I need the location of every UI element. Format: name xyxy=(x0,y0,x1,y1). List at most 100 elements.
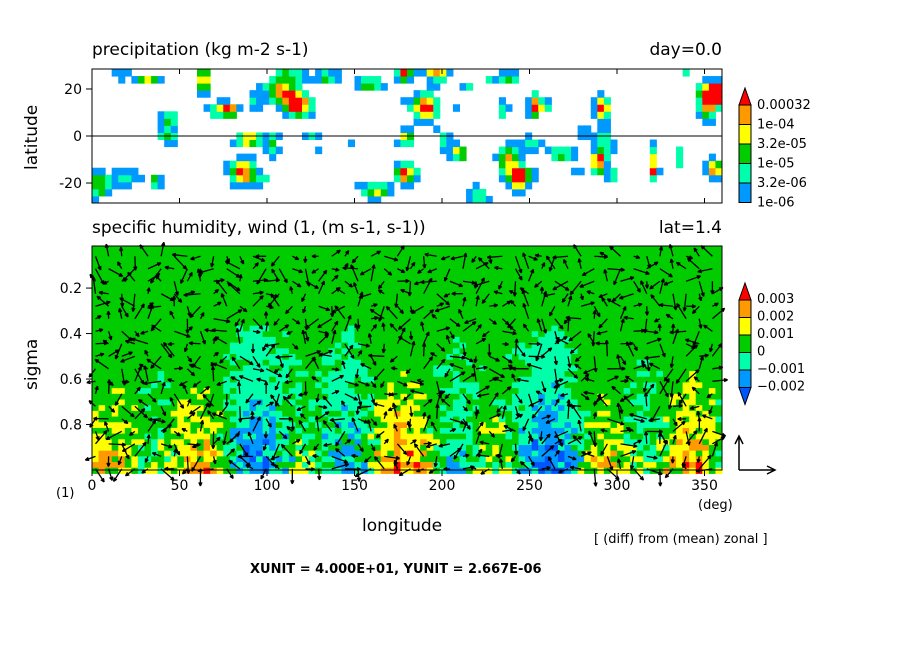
humidity-cell xyxy=(367,462,375,469)
humidity-cell xyxy=(518,354,526,361)
humidity-cell xyxy=(216,268,224,275)
humidity-cell xyxy=(636,314,644,321)
humidity-cell xyxy=(302,462,310,469)
humidity-cell xyxy=(308,280,316,287)
humidity-cell xyxy=(216,274,224,281)
humidity-cell xyxy=(380,285,388,292)
humidity-cell xyxy=(197,410,205,418)
humidity-cell xyxy=(308,297,316,304)
humidity-cell xyxy=(426,444,434,452)
precip-cell xyxy=(400,76,408,84)
wind-arrow xyxy=(527,434,533,444)
humidity-cell xyxy=(367,456,375,463)
wind-arrow xyxy=(331,274,339,282)
humidity-cell xyxy=(210,422,218,429)
humidity-cell xyxy=(498,280,506,287)
precip-cell xyxy=(597,146,605,155)
wind-arrow xyxy=(199,312,205,320)
precip-cell xyxy=(413,104,421,112)
humidity-cell xyxy=(157,274,165,281)
wind-arrow xyxy=(420,279,437,285)
humidity-cell xyxy=(708,462,716,469)
wind-arrow xyxy=(264,321,270,332)
humidity-cell xyxy=(269,302,277,310)
humidity-cell xyxy=(216,325,224,332)
humidity-cell xyxy=(603,314,611,321)
humidity-cell xyxy=(328,319,336,327)
humidity-cell xyxy=(656,456,664,463)
humidity-cell xyxy=(682,308,690,315)
humidity-cell xyxy=(124,263,132,270)
humidity-cell xyxy=(236,467,244,474)
wind-arrow xyxy=(304,331,310,342)
humidity-cell xyxy=(190,450,198,457)
humidity-cell xyxy=(164,450,172,457)
humidity-cell xyxy=(321,246,329,253)
humidity-cell xyxy=(708,325,716,332)
humidity-cell xyxy=(446,467,454,474)
humidity-cell xyxy=(170,246,178,253)
humidity-cell xyxy=(354,285,362,292)
humidity-cell xyxy=(367,331,375,338)
humidity-cell xyxy=(295,268,303,275)
humidity-cell xyxy=(623,291,631,298)
precip-cell xyxy=(518,174,526,183)
humidity-cell xyxy=(151,336,159,344)
wind-arrow xyxy=(354,323,359,332)
humidity-cell xyxy=(347,399,355,406)
humidity-cell xyxy=(347,388,355,395)
humidity-cell xyxy=(623,433,631,440)
humidity-cell xyxy=(498,348,506,355)
wind-arrow xyxy=(436,302,445,307)
humidity-cell xyxy=(439,348,447,355)
humidity-cell xyxy=(262,422,270,429)
humidity-cell xyxy=(190,308,198,315)
humidity-cell xyxy=(505,416,513,423)
humidity-cell xyxy=(92,342,100,349)
humidity-cell xyxy=(164,382,172,389)
wind-arrow xyxy=(436,390,443,407)
humidity-cell xyxy=(236,439,244,446)
humidity-cell xyxy=(617,456,625,463)
humidity-cell xyxy=(636,251,644,258)
humidity-cell xyxy=(564,439,572,446)
wind-arrow xyxy=(183,343,189,353)
humidity-cell xyxy=(472,246,480,253)
humidity-cell xyxy=(354,314,362,321)
humidity-cell xyxy=(347,359,355,366)
wind-arrow xyxy=(394,293,399,308)
humidity-cell xyxy=(387,274,395,281)
humidity-cell xyxy=(124,325,132,332)
humidity-cell xyxy=(170,263,178,270)
humidity-cell xyxy=(623,319,631,327)
humidity-cell xyxy=(137,285,145,292)
humidity-cell xyxy=(269,319,277,327)
humidity-cell xyxy=(144,405,152,412)
humidity-cell xyxy=(321,433,329,440)
humidity-cell xyxy=(525,444,533,452)
humidity-cell xyxy=(262,285,270,292)
humidity-cell xyxy=(380,416,388,423)
humidity-cell xyxy=(407,462,415,469)
humidity-cell xyxy=(236,371,244,378)
precip-cell xyxy=(433,97,441,105)
humidity-cell xyxy=(183,268,191,275)
humidity-cell xyxy=(131,325,139,332)
humidity-cell xyxy=(177,291,185,298)
precip-cell xyxy=(407,125,415,133)
humidity-cell xyxy=(630,382,638,389)
humidity-cell xyxy=(636,467,644,474)
humidity-cell xyxy=(216,388,224,395)
humidity-cell xyxy=(623,336,631,344)
humidity-cell xyxy=(347,456,355,463)
humidity-cell xyxy=(105,246,113,253)
humidity-cell xyxy=(426,410,434,418)
precip-cell xyxy=(229,160,237,169)
humidity-cell xyxy=(256,308,264,315)
humidity-cell xyxy=(361,393,369,401)
humidity-cell xyxy=(334,405,342,412)
humidity-cell xyxy=(649,371,657,378)
precip-cell xyxy=(446,153,454,162)
humidity-cell xyxy=(256,382,264,389)
humidity-cell xyxy=(433,274,441,281)
